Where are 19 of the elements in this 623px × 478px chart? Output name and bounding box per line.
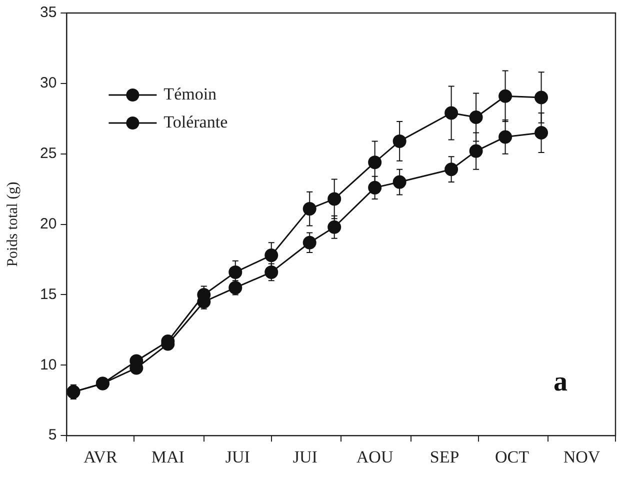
y-tick-label: 20: [40, 215, 57, 232]
annotation: a: [554, 366, 568, 398]
legend-label: Témoin: [164, 84, 218, 104]
x-tick-label: JUI: [225, 447, 250, 466]
legend-label: Tolérante: [164, 112, 228, 132]
x-tick-label: NOV: [563, 447, 601, 466]
y-axis-title: Poids total (g): [4, 182, 21, 267]
x-tick-label: SEP: [430, 447, 460, 466]
x-tick-label: AOU: [356, 447, 394, 466]
y-tick-label: 10: [40, 356, 57, 374]
x-tick-label: MAI: [151, 447, 185, 466]
y-tick-label: 35: [40, 4, 57, 22]
y-tick-label: 5: [48, 426, 57, 444]
y-tick-label: 30: [40, 74, 57, 92]
x-tick-label: AVR: [84, 447, 118, 466]
x-tick-label: JUI: [292, 447, 318, 466]
x-tick-label: OCT: [495, 447, 530, 466]
y-tick-label: 25: [40, 145, 57, 162]
y-tick-label: 15: [40, 286, 57, 303]
